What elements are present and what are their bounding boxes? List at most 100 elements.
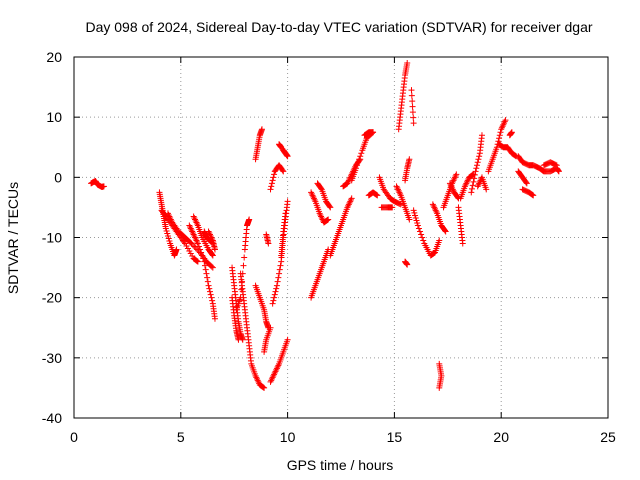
data-point [261,384,268,391]
data-point [326,203,333,210]
data-point [374,192,381,199]
data-point [276,141,283,148]
data-point [164,230,171,237]
data-point [273,282,280,289]
data-point [209,264,216,271]
data-point [529,191,536,198]
data-point [325,216,332,223]
data-point [209,297,216,304]
data-point [276,270,283,277]
data-point [275,274,282,281]
data-point [209,251,216,258]
data-point [197,246,204,253]
data-point [355,159,362,166]
data-point [415,225,422,232]
data-point [241,254,248,261]
chart-title: Day 098 of 2024, Sidereal Day-to-day VTE… [85,19,592,35]
data-points [88,60,562,391]
x-tick-label: 0 [70,429,78,445]
data-point [282,210,289,217]
data-point [348,195,355,202]
data-point [202,262,209,269]
data-point [473,165,480,172]
data-point [404,60,411,67]
data-point [327,204,334,211]
data-point [208,263,215,270]
data-point [206,285,213,292]
data-point [270,297,277,304]
data-point [206,288,213,295]
data-point [409,98,416,105]
data-point [497,129,504,136]
data-point [239,278,246,285]
data-point [183,243,190,250]
data-point [553,162,560,169]
data-point [414,219,421,226]
data-point [555,168,562,175]
data-point [240,262,247,269]
data-point [454,194,461,201]
data-point [277,262,284,269]
data-point [194,240,201,247]
data-point [186,248,193,255]
x-tick-label: 5 [177,429,185,445]
data-point [182,240,189,247]
data-point [205,282,212,289]
data-point [271,171,278,178]
data-point [396,200,403,207]
data-point [323,217,330,224]
data-point [483,186,490,193]
data-point [203,270,210,277]
data-point [163,227,170,234]
y-tick-label: -30 [42,350,62,366]
data-point [431,250,438,257]
data-point [356,156,363,163]
data-point [209,252,216,259]
data-point [204,278,211,285]
data-point [523,180,530,187]
data-point [200,255,207,262]
data-point [235,336,242,343]
data-point [269,177,276,184]
data-point [279,167,286,174]
data-point [459,240,466,247]
data-point [410,120,417,127]
data-point [272,288,279,295]
data-point [412,214,419,221]
data-point [528,191,535,198]
data-point [373,191,380,198]
data-point [187,250,194,257]
data-point [436,384,443,391]
data-point [246,216,253,223]
data-point [198,249,205,256]
data-point [267,324,274,331]
data-point [208,294,215,301]
data-point [199,252,206,259]
data-point [357,153,364,160]
data-point [280,168,287,175]
data-point [552,161,559,168]
data-point [409,109,416,116]
data-point [202,266,209,273]
data-point [406,156,413,163]
data-point [173,246,180,253]
data-point [271,291,278,298]
data-point [472,168,479,175]
data-point [270,174,277,181]
data-point [164,232,171,239]
data-point [274,278,281,285]
data-point [441,227,448,234]
data-point [100,183,107,190]
data-point [413,217,420,224]
data-point [269,300,276,307]
y-tick-label: -40 [42,410,62,426]
data-point [267,186,274,193]
data-point [265,240,272,247]
data-point [162,225,169,232]
data-point [408,92,415,99]
y-tick-label: -10 [42,230,62,246]
data-point [495,138,502,145]
data-point [417,228,424,235]
